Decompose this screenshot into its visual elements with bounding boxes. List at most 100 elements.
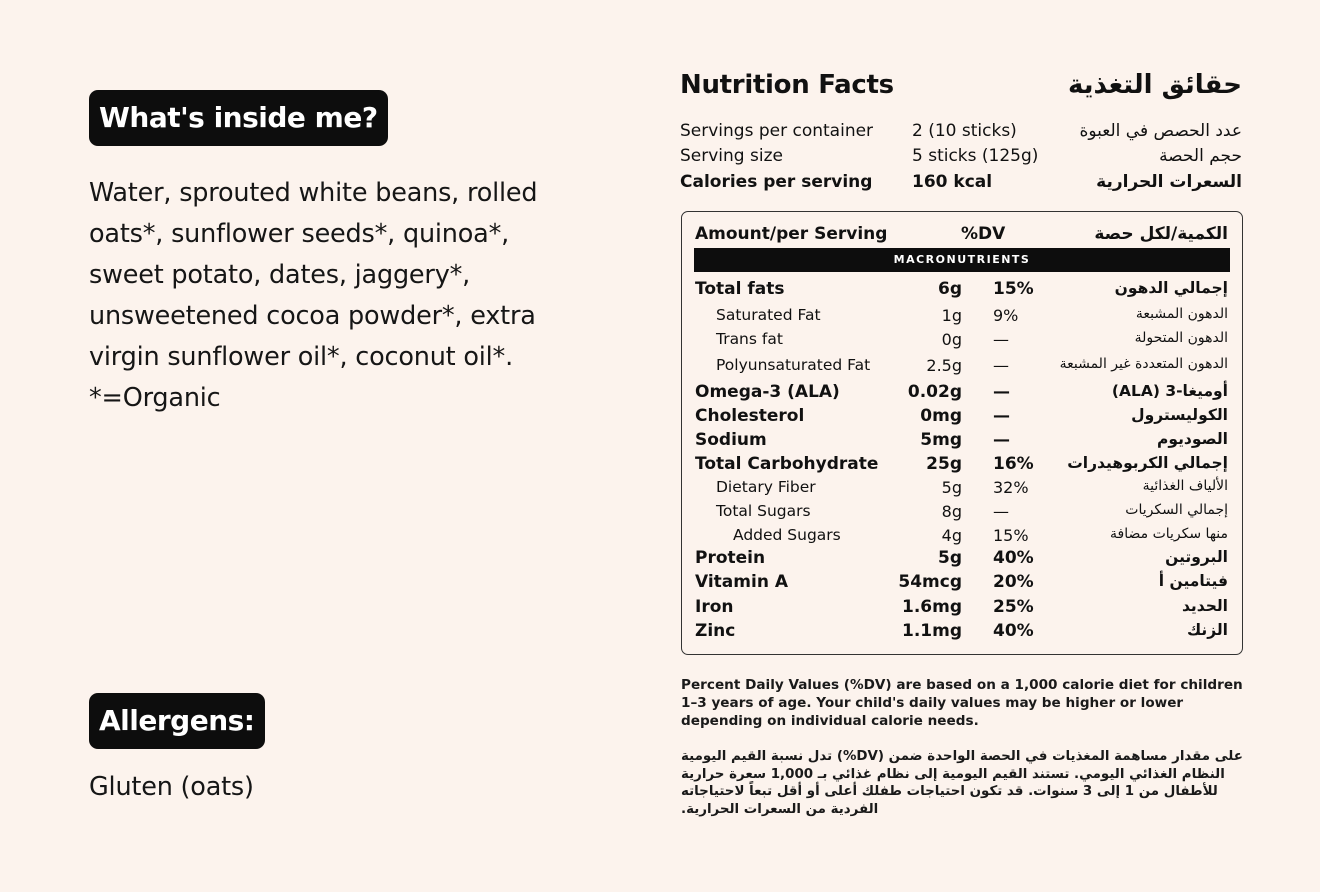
nutrient-row: Dietary Fiber 5g 32% الألياف الغذائية (695, 478, 1228, 502)
serving-summary-row: Servings per container 2 (10 sticks) عدد ا… (680, 121, 1244, 146)
nutrient-amount: 1.6mg (902, 597, 962, 617)
nutrient-daily-value: 16% (993, 454, 1034, 474)
nutrient-row: Sodium 5mg — الصوديوم (695, 430, 1228, 454)
summary-label-ar: السعرات الحرارية (1096, 172, 1242, 192)
summary-value: 160 kcal (912, 172, 993, 192)
nutrient-name: Zinc (695, 621, 736, 641)
nutrient-name-ar: البروتين (1165, 548, 1228, 566)
nutrient-daily-value: — (993, 406, 1010, 426)
nutrient-name: Total fats (695, 279, 785, 299)
summary-label-ar: عدد الحصص في العبوة (1079, 121, 1242, 141)
summary-value: 5 sticks (125g) (912, 146, 1039, 166)
nutrient-row: Saturated Fat 1g 9% الدهون المشبعة (695, 306, 1228, 330)
nutrient-name: Total Carbohydrate (695, 454, 879, 474)
nutrient-daily-value: — (993, 330, 1009, 349)
summary-label: Serving size (680, 146, 783, 166)
ingredients-heading: What's inside me? (89, 90, 388, 146)
nutrient-row: Vitamin A 54mcg 20% فيتامين أ (695, 572, 1228, 596)
nutrient-name-ar: الكوليسترول (1131, 406, 1228, 424)
nutrient-name-ar: الدهون المتعددة غير المشبعة (1059, 356, 1228, 372)
nutrient-row: Cholesterol 0mg — الكوليسترول (695, 406, 1228, 430)
nutrient-row: Total fats 6g 15% إجمالي الدهون (695, 279, 1228, 303)
nutrient-name-ar: الصوديوم (1157, 430, 1228, 448)
nutrient-name: Cholesterol (695, 406, 805, 426)
nutrient-name: Trans fat (716, 330, 783, 348)
summary-value: 2 (10 sticks) (912, 121, 1017, 141)
nutrient-daily-value: 40% (993, 548, 1034, 568)
nutrient-name-ar: الزنك (1186, 621, 1228, 639)
nutrient-daily-value: 15% (993, 279, 1034, 299)
nutrient-amount: 54mcg (898, 572, 962, 592)
nutrient-row: Polyunsaturated Fat 2.5g — الدهون المتعددة … (695, 356, 1228, 380)
header-amount-per-serving: Amount/per Serving (695, 224, 888, 244)
nutrient-name: Polyunsaturated Fat (716, 356, 871, 374)
nutrient-name-ar: إجمالي الكربوهيدرات (1067, 454, 1228, 472)
nutrient-name-ar: منها سكريات مضافة (1110, 526, 1228, 542)
header-amount-per-serving-ar: الكمية/لكل حصة (1094, 224, 1228, 244)
footnote-ar: على مقدار مساهمة المغذيات في الحصة الواح… (681, 749, 1243, 817)
nutrient-amount: 5mg (920, 430, 962, 450)
summary-label: Servings per container (680, 121, 874, 141)
nutrient-name: Sodium (695, 430, 767, 450)
nutrient-name-ar: فيتامين أ (1158, 572, 1228, 590)
nutrient-amount: 5g (941, 478, 962, 497)
nutrient-daily-value: 15% (993, 526, 1029, 545)
nutrient-name-ar: الدهون المشبعة (1135, 306, 1228, 322)
nutrient-daily-value: 40% (993, 621, 1034, 641)
serving-summary-row: Calories per serving 160 kcal السعرات الحر… (680, 172, 1244, 197)
nutrition-title-ar: حقائق التغذية (1068, 70, 1242, 100)
summary-label: Calories per serving (680, 172, 873, 192)
nutrient-name: Iron (695, 597, 734, 617)
nutrient-name: Total Sugars (716, 502, 811, 520)
nutrient-name-ar: الألياف الغذائية (1142, 478, 1228, 494)
nutrient-daily-value: — (993, 382, 1010, 402)
nutrient-amount: 2.5g (926, 356, 962, 375)
nutrient-amount: 6g (938, 279, 962, 299)
nutrient-name: Vitamin A (695, 572, 789, 592)
nutrient-name-ar: أوميغا-3 (ALA) (1111, 382, 1228, 400)
nutrition-title-en: Nutrition Facts (680, 70, 894, 100)
ingredients-text: Water, sprouted white beans, rolled oats… (89, 178, 538, 372)
nutrient-name: Added Sugars (733, 526, 841, 544)
nutrient-amount: 0g (941, 330, 962, 349)
nutrient-amount: 25g (926, 454, 962, 474)
nutrient-name: Saturated Fat (716, 306, 821, 324)
summary-label-ar: حجم الحصة (1159, 146, 1242, 166)
nutrient-row: Total Carbohydrate 25g 16% إجمالي الكربوهيد… (695, 454, 1228, 478)
nutrient-daily-value: 25% (993, 597, 1034, 617)
nutrient-row: Zinc 1.1mg 40% الزنك (695, 621, 1228, 645)
nutrient-name-ar: إجمالي السكريات (1125, 502, 1228, 518)
nutrient-row: Omega-3 (ALA) 0.02g — أوميغا-3 (ALA) (695, 382, 1228, 406)
allergens-text: Gluten (oats) (89, 772, 254, 802)
nutrient-name: Protein (695, 548, 766, 568)
nutrient-name: Dietary Fiber (716, 478, 816, 496)
nutrient-amount: 0mg (920, 406, 962, 426)
nutrient-row: Trans fat 0g — الدهون المتحولة (695, 330, 1228, 354)
footnote-en: Percent Daily Values (%DV) are based on … (681, 677, 1243, 729)
nutrient-name-ar: إجمالي الدهون (1114, 279, 1228, 297)
nutrient-amount: 1.1mg (902, 621, 962, 641)
nutrient-name-ar: الحديد (1181, 597, 1228, 615)
nutrient-row: Iron 1.6mg 25% الحديد (695, 597, 1228, 621)
nutrient-daily-value: — (993, 502, 1009, 521)
nutrient-amount: 4g (941, 526, 962, 545)
nutrient-row: Protein 5g 40% البروتين (695, 548, 1228, 572)
header-daily-value: %DV (961, 224, 1006, 244)
nutrient-daily-value: 32% (993, 478, 1029, 497)
nutrient-amount: 1g (941, 306, 962, 325)
allergens-heading: Allergens: (89, 693, 265, 749)
nutrient-row: Total Sugars 8g — إجمالي السكريات (695, 502, 1228, 526)
nutrient-daily-value: — (993, 356, 1009, 375)
nutrient-amount: 5g (938, 548, 962, 568)
nutrient-daily-value: 20% (993, 572, 1034, 592)
serving-summary-row: Serving size 5 sticks (125g) حجم الحصة (680, 146, 1244, 171)
nutrient-amount: 8g (941, 502, 962, 521)
nutrient-row: Added Sugars 4g 15% منها سكريات مضافة (695, 526, 1228, 550)
nutrient-daily-value: 9% (993, 306, 1019, 325)
nutrient-name-ar: الدهون المتحولة (1134, 330, 1228, 346)
nutrient-name: Omega-3 (ALA) (695, 382, 840, 402)
organic-note: *=Organic (89, 383, 221, 413)
macronutrients-bar: MACRONUTRIENTS (694, 248, 1230, 272)
nutrient-daily-value: — (993, 430, 1010, 450)
nutrition-table: Amount/per Serving %DV الكمية/لكل حصة MA… (681, 211, 1243, 655)
